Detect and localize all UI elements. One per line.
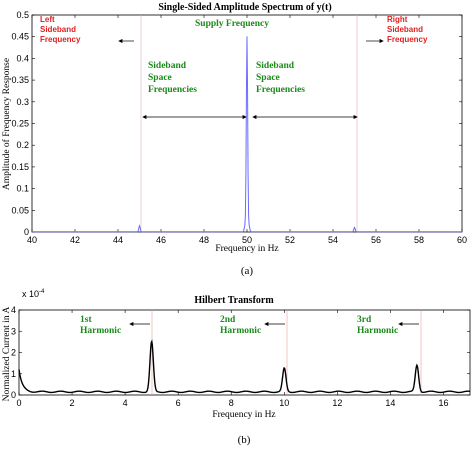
left-sideband-label-line1: Left [40,15,55,24]
chart-a-xtick-label: 52 [285,235,295,245]
panel-label-b: (b) [238,434,251,446]
chart-b-xtick-label: 12 [332,398,342,408]
chart-b-ytick-label: 4 [11,305,16,315]
multiplier-exponent: -4 [39,289,45,295]
left-sideband-label-line2: Sideband [40,25,76,34]
chart-b-xtick-label: 0 [16,398,21,408]
chart-a-xlabel: Frequency in Hz [215,244,278,254]
h3-label: 3rd Harmonic [357,315,398,336]
chart-b-y-axis: 0 1 2 3 4 [11,305,470,400]
chart-a-y-axis: 0 0.05 0.1 0.15 0.2 0.25 0.3 0.35 0.4 0.45 0.5 [11,10,462,237]
chart-a-ytick-label: 0.35 [11,75,29,85]
h1-label: 1st Harmonic [80,315,121,336]
chart-a-xtick-label: 40 [27,235,37,245]
chart-b-xtick-label: 14 [385,398,395,408]
chart-a-x-axis: 40 42 44 46 48 50 52 54 56 58 60 [27,15,467,245]
h3-line1: 3rd [357,315,372,325]
h3-line2: Harmonic [357,326,398,336]
supply-frequency-label: Supply Frequency [195,19,269,29]
chart-a-ylabel: Amplitude of Frequency Response [1,58,12,190]
chart-a-ytick-label: 0 [24,227,29,237]
chart-a-ytick-label: 0.45 [11,32,29,42]
multiplier-base: x 10 [22,289,39,299]
h1-line2: Harmonic [80,326,121,336]
chart-b-multiplier: x 10-4 [22,289,45,299]
chart-a-xtick-label: 60 [457,235,467,245]
space-right-line3: Frequencies [256,85,305,95]
chart-b-xtick-label: 10 [279,398,289,408]
chart-b-xtick-label: 8 [229,398,234,408]
chart-b-xlabel: Frequency in Hz [212,410,275,420]
space-left-line3: Frequencies [148,85,197,95]
h2-line2: Harmonic [220,326,261,336]
right-sideband-label-line3: Frequency [387,35,428,44]
chart-a-ytick-label: 0.3 [16,97,29,107]
chart-a-xtick-label: 42 [70,235,80,245]
chart-a-xtick-label: 48 [199,235,209,245]
space-left-line2: Space [148,73,172,83]
left-sideband-label: Left Sideband Frequency [40,15,81,44]
h1-line1: 1st [80,315,92,325]
chart-a-xtick-label: 54 [328,235,338,245]
chart-b-xtick-label: 6 [176,398,181,408]
chart-b-xtick-label: 4 [123,398,128,408]
chart-b-ylabel: Normalized Current in A [2,307,12,402]
spectrum-series-line [32,36,462,233]
chart-a-ytick-label: 0.5 [16,10,29,20]
hilbert-series-line [18,339,471,394]
chart-b-ytick-label: 1 [11,369,16,379]
chart-a-ytick-label: 0.2 [16,140,29,150]
chart-a-ytick-label: 0.1 [16,184,29,194]
chart-b-xtick-label: 16 [438,398,448,408]
chart-a-xtick-label: 58 [414,235,424,245]
sideband-space-left-label: Sideband Space Frequencies [148,61,197,95]
chart-b-x-axis: 0 2 4 6 8 10 12 14 16 [16,310,448,408]
chart-a-xtick-label: 50 [242,235,252,245]
space-left-line1: Sideband [148,61,187,71]
chart-a-ytick-label: 0.4 [16,53,29,63]
panel-label-a: (a) [241,265,254,277]
chart-b-title: Hilbert Transform [194,295,274,306]
chart-b-ytick-label: 3 [11,326,16,336]
right-sideband-label-line1: Right [387,15,408,24]
chart-a-xtick-label: 46 [156,235,166,245]
chart-a-ytick-label: 0.05 [11,205,29,215]
right-sideband-label: Right Sideband Frequency [387,15,428,44]
chart-a-ytick-label: 0.25 [11,119,29,129]
chart-b-ytick-label: 2 [11,348,16,358]
chart-b-xtick-label: 2 [70,398,75,408]
chart-a-ytick-label: 0.15 [11,162,29,172]
space-right-line1: Sideband [256,61,295,71]
chart-a-xtick-label: 56 [371,235,381,245]
chart-a-xtick-label: 44 [113,235,123,245]
chart-b-ytick-label: 0 [11,390,16,400]
spectrum-chart: Single-Sided Amplitude Spectrum of y(t) … [1,2,467,277]
h2-label: 2nd Harmonic [220,315,261,336]
h2-line1: 2nd [220,315,236,325]
sideband-space-right-label: Sideband Space Frequencies [256,61,305,95]
chart-a-title: Single-Sided Amplitude Spectrum of y(t) [158,2,331,13]
right-sideband-label-line2: Sideband [387,25,423,34]
left-sideband-label-line3: Frequency [40,35,81,44]
space-right-line2: Space [256,73,280,83]
